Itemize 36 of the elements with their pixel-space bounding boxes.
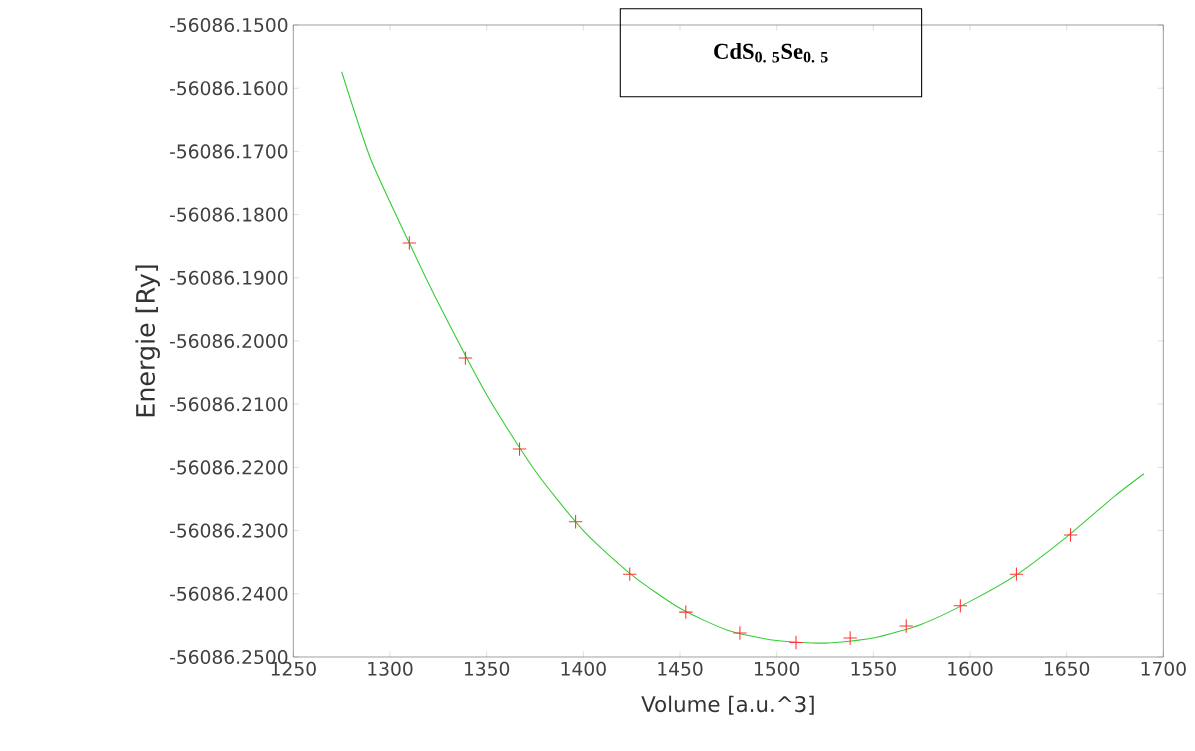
line-series	[341, 71, 1145, 644]
annotation: CdS$_{0. 5}$Se$_{0. 5}$	[714, 43, 828, 63]
point	[402, 235, 417, 251]
x-tick-label: 1450	[658, 661, 703, 676]
point	[1063, 527, 1078, 543]
point	[622, 567, 637, 582]
x-tick-label: 1550	[851, 661, 896, 676]
x-axis-title: Volume [a.u.^3]	[641, 695, 814, 715]
x-tick-label: 1700	[1141, 661, 1186, 676]
y-tick-label: -56086.1500	[169, 17, 288, 33]
point	[678, 604, 694, 620]
x-tick-label: 1350	[464, 661, 510, 676]
x-tick-label: 1600	[948, 661, 993, 676]
point	[1009, 567, 1024, 582]
point	[458, 350, 473, 366]
y-tick-label: -56086.1900	[169, 270, 288, 285]
y-tick-label: -56086.1700	[169, 144, 288, 159]
y-axis-title: Energie [Ry]	[135, 265, 160, 417]
point	[512, 441, 527, 457]
point	[788, 635, 804, 650]
y-tick-label: -56086.1800	[169, 207, 288, 222]
point	[842, 630, 858, 646]
x-tick-label: 1400	[561, 661, 606, 676]
point	[732, 625, 748, 641]
y-tick-label: -56086.1600	[169, 81, 288, 96]
x-tick-label: 1300	[368, 661, 413, 676]
x-tick-label: 1650	[1044, 661, 1090, 676]
y-tick-label: -56086.2300	[169, 523, 288, 538]
point	[953, 598, 968, 614]
y-tick-label: -56086.2200	[169, 460, 288, 475]
point	[899, 618, 914, 634]
y-tick-label: -56086.2400	[169, 586, 288, 601]
y-tick-label: -56086.2000	[169, 333, 288, 349]
point	[568, 514, 583, 529]
y-tick-label: -56086.2100	[169, 397, 288, 412]
x-tick-label: 1500	[754, 661, 800, 676]
